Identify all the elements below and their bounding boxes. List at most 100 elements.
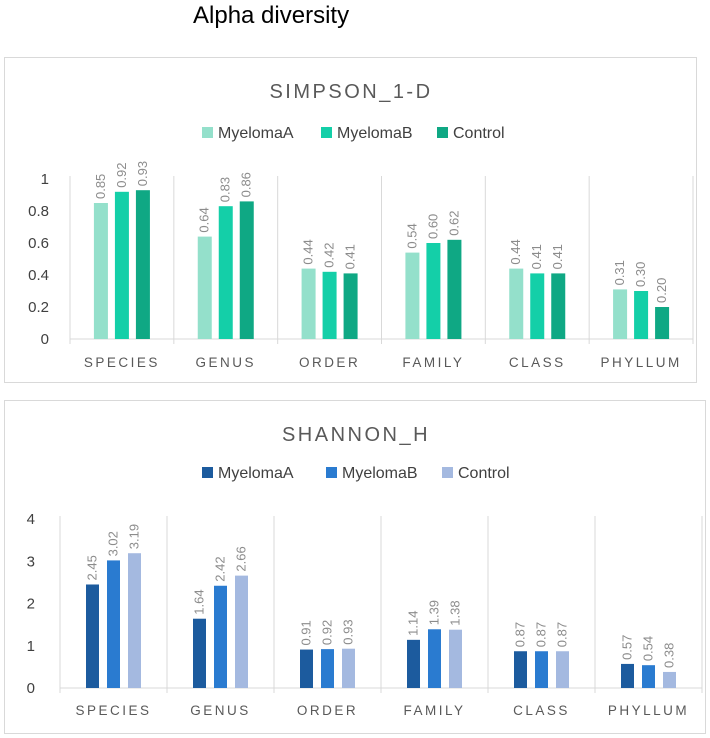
bar-control-phyllum [655,307,670,339]
data-label: 0.54 [404,223,419,248]
shannon-chart: SHANNON_H MyelomaA MyelomaB Control 0 1 2 3 4 SPE… [27,424,703,718]
bar-control-genus [239,201,254,339]
y-tick-label: 2 [27,596,35,613]
data-label: 0.92 [320,620,335,645]
bar-myelomaa-class [509,268,524,339]
y-tick-label: 0 [27,680,35,697]
x-category-label: PHYLLUM [600,355,681,370]
x-category-label: ORDER [297,703,358,718]
data-label: 3.19 [127,524,142,549]
bar-myelomab-order [321,649,334,688]
legend-label-myelomab: MyelomaB [337,125,413,142]
x-category-label: CLASS [513,703,570,718]
y-tick-label: 0.4 [28,267,49,284]
bar-control-order [343,273,358,339]
data-label: 0.41 [550,244,565,269]
bar-myelomab-family [426,243,441,339]
bar-myelomab-genus [214,585,227,688]
data-label: 0.92 [114,162,129,187]
data-label: 0.41 [343,244,358,269]
data-label: 0.87 [534,622,549,647]
x-category-label: GENUS [195,355,256,370]
x-category-label: GENUS [190,703,251,718]
data-label: 0.93 [135,161,150,186]
bar-myelomab-phyllum [634,291,649,339]
data-label: 0.42 [322,242,337,267]
data-label: 3.02 [106,531,121,556]
legend-label-myelomaa: MyelomaA [218,465,294,482]
bar-control-species [135,190,150,339]
y-tick-label: 0.2 [28,299,49,316]
bar-myelomab-genus [218,206,233,339]
data-label: 0.41 [529,244,544,269]
y-tick-label: 1 [27,638,35,655]
x-category-label: FAMILY [402,355,464,370]
bar-myelomaa-phyllum [613,289,628,339]
bar-myelomab-species [114,191,129,339]
data-label: 0.44 [301,239,316,264]
x-category-label: PHYLLUM [608,703,689,718]
legend-swatch-control [442,467,453,478]
data-label: 0.60 [425,214,440,239]
data-label: 2.45 [85,555,100,580]
bar-control-family [447,239,462,339]
y-tick-label: 0 [41,331,49,348]
bar-myelomab-order [322,271,337,339]
data-label: 0.87 [513,622,528,647]
data-label: 0.85 [93,174,108,199]
legend-label-myelomab: MyelomaB [342,465,418,482]
data-label: 0.44 [508,239,523,264]
data-label: 0.83 [218,177,233,202]
data-label: 0.93 [341,619,356,644]
y-tick-label: 0.8 [28,203,49,220]
data-label: 1.14 [406,611,421,636]
x-category-label: SPECIES [75,703,151,718]
bar-myelomab-species [107,560,120,688]
data-label: 0.30 [633,262,648,287]
bar-control-family [449,629,462,688]
bar-myelomab-class [530,273,545,339]
bar-myelomab-phyllum [642,665,655,688]
legend-swatch-myelomab [321,127,332,138]
bar-myelomaa-class [514,651,527,688]
bar-myelomab-class [535,651,548,688]
data-label: 0.20 [654,278,669,303]
bar-myelomaa-genus [197,236,212,339]
data-label: 2.66 [234,546,249,571]
data-label: 0.38 [662,643,677,668]
x-category-label: ORDER [299,355,360,370]
bar-myelomaa-genus [193,618,206,688]
legend-swatch-myelomab [326,467,337,478]
bar-control-class [551,273,566,339]
bar-myelomaa-species [93,203,108,339]
data-label: 1.38 [448,600,463,625]
legend-label-myelomaa: MyelomaA [218,125,294,142]
shannon-chart-title: SHANNON_H [282,424,430,446]
x-category-label: SPECIES [84,355,160,370]
data-label: 0.54 [641,636,656,661]
bar-control-phyllum [663,671,676,688]
data-label: 0.91 [299,620,314,645]
bar-myelomaa-family [405,252,420,339]
x-category-label: CLASS [509,355,566,370]
legend-swatch-myelomaa [202,127,213,138]
bar-control-genus [235,575,248,688]
bar-myelomaa-order [301,268,316,339]
data-label: 0.62 [446,210,461,235]
data-label: 0.87 [555,622,570,647]
bar-myelomaa-order [300,649,313,688]
shannon-chart-panel: SHANNON_H MyelomaA MyelomaB Control 0 1 2 3 4 SPE… [4,400,706,734]
legend-swatch-control [437,127,448,138]
data-label: 1.39 [427,600,442,625]
y-tick-label: 4 [27,511,35,528]
y-tick-label: 0.6 [28,235,49,252]
bar-control-class [556,651,569,688]
simpson-chart-panel: SIMPSON_1-D MyelomaA MyelomaB Control 0 0.2 0.… [4,57,697,383]
bar-control-species [128,553,141,688]
y-tick-label: 1 [41,171,49,188]
y-tick-label: 3 [27,553,35,570]
x-category-label: FAMILY [403,703,465,718]
data-label: 0.57 [620,635,635,660]
page-title: Alpha diversity [193,2,350,29]
data-label: 0.31 [612,260,627,285]
